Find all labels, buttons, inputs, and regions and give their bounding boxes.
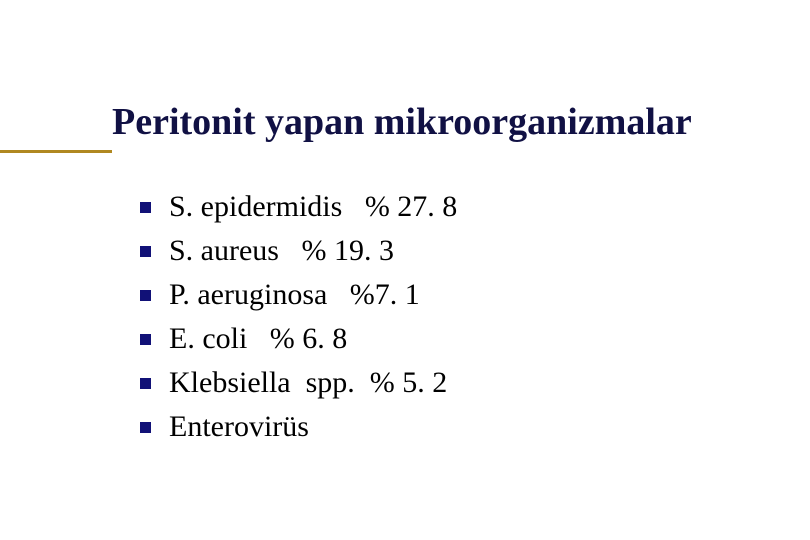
title-underline <box>0 150 112 153</box>
square-bullet-icon <box>140 422 151 433</box>
list-item: S. epidermidis % 27. 8 <box>140 185 457 229</box>
slide: Peritonit yapan mikroorganizmalar S. epi… <box>0 0 810 540</box>
square-bullet-icon <box>140 202 151 213</box>
list-item: E. coli % 6. 8 <box>140 317 457 361</box>
list-item: Klebsiella spp. % 5. 2 <box>140 361 457 405</box>
list-item-label: S. epidermidis % 27. 8 <box>169 190 457 224</box>
list-item: S. aureus % 19. 3 <box>140 229 457 273</box>
list-item-label: S. aureus % 19. 3 <box>169 234 394 268</box>
square-bullet-icon <box>140 334 151 345</box>
list-item: P. aeruginosa %7. 1 <box>140 273 457 317</box>
list-item-label: P. aeruginosa %7. 1 <box>169 278 420 312</box>
slide-title: Peritonit yapan mikroorganizmalar <box>112 100 692 144</box>
list-item-label: Enterovirüs <box>169 410 309 444</box>
bullet-list: S. epidermidis % 27. 8 S. aureus % 19. 3 P… <box>140 185 457 449</box>
list-item-label: E. coli % 6. 8 <box>169 322 347 356</box>
square-bullet-icon <box>140 246 151 257</box>
list-item-label: Klebsiella spp. % 5. 2 <box>169 366 447 400</box>
list-item: Enterovirüs <box>140 405 457 449</box>
square-bullet-icon <box>140 378 151 389</box>
square-bullet-icon <box>140 290 151 301</box>
